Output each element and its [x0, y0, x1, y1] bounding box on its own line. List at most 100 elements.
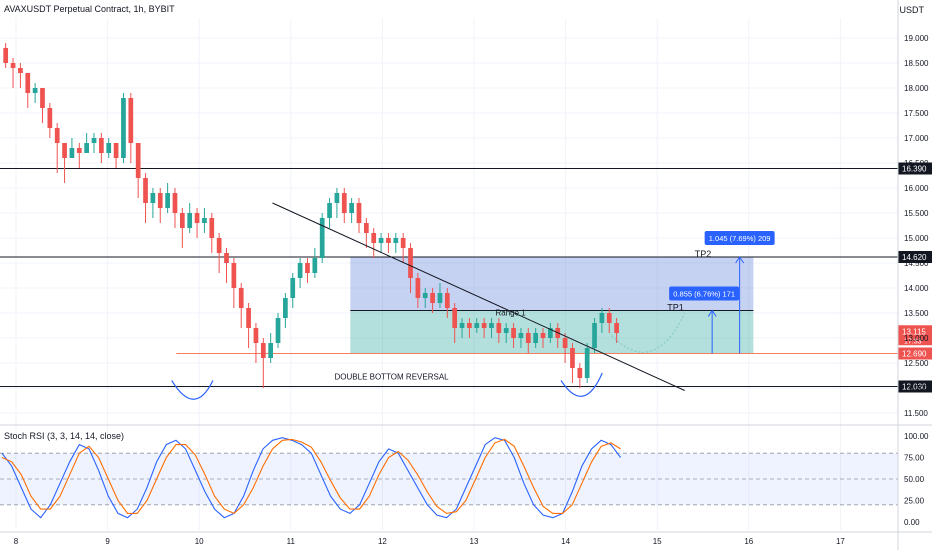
countdown-label: 17:33	[904, 338, 922, 345]
annotation-text: TP2	[695, 249, 712, 259]
candle-body	[209, 218, 215, 238]
annotations: Range 1 DOUBLE BOTTOM REVERSAL TP1 TP2 0.855…	[171, 231, 775, 400]
rsi-tick-label: 0.00	[904, 518, 920, 527]
time-tick-label: 17	[836, 537, 845, 546]
candle-body	[62, 143, 67, 158]
candle-body	[452, 308, 458, 328]
time-tick-label: 16	[744, 537, 753, 546]
candle-body	[349, 203, 354, 213]
price-tick-label: 18.000	[904, 84, 929, 93]
annotation-text: Range 1	[496, 309, 527, 318]
candle-body	[40, 88, 45, 108]
currency-label: USDT	[899, 5, 925, 15]
candle-body	[231, 263, 237, 288]
candle-body	[533, 333, 539, 343]
annotation-text: DOUBLE BOTTOM REVERSAL	[335, 373, 450, 382]
price-tick-label: 14.500	[904, 259, 929, 268]
candle-body	[570, 348, 575, 368]
candle-body	[54, 128, 60, 143]
candle-body	[562, 338, 568, 348]
candle-body	[179, 213, 185, 228]
annotation-text: TP1	[667, 303, 684, 313]
candle-body	[511, 328, 516, 338]
candle-body	[408, 248, 413, 278]
candle-body	[540, 333, 546, 338]
candle-body	[312, 258, 318, 273]
candle-body	[290, 278, 296, 298]
last-price-badge	[898, 325, 932, 346]
candle-body	[327, 203, 332, 218]
time-tick-label: 13	[470, 537, 479, 546]
candle-body	[268, 343, 274, 358]
time-tick-label: 10	[195, 537, 204, 546]
level-badge-label: 12.690	[902, 350, 927, 359]
candle-body	[459, 323, 465, 328]
rsi-tick-label: 25.00	[904, 497, 925, 506]
price-tick-label: 12.000	[904, 384, 929, 393]
target-arrowhead	[735, 256, 745, 264]
price-tick-label: 14.000	[904, 284, 929, 293]
candle-body	[283, 298, 288, 318]
price-tick-label: 15.000	[904, 234, 929, 243]
time-tick-label: 14	[561, 537, 570, 546]
trendline	[272, 202, 685, 391]
candle-body	[422, 293, 428, 298]
candle-body	[386, 238, 391, 243]
target-label: 0.855 (6.76%) 171	[673, 290, 735, 299]
candle-body	[150, 193, 156, 203]
level-badge	[898, 251, 932, 263]
trendline-group	[272, 202, 686, 391]
candle-body	[238, 288, 244, 308]
time-tick-label: 15	[653, 537, 662, 546]
indicator-title: Stoch RSI (3, 3, 14, 14, close)	[4, 431, 125, 441]
candle-body	[614, 323, 619, 333]
candle-body	[275, 318, 281, 343]
rsi-tick-label: 100.00	[904, 432, 929, 441]
candle-body	[592, 323, 597, 348]
time-tick-label: 11	[287, 537, 296, 546]
target-label-box	[704, 231, 775, 245]
rsi-d-line	[1, 438, 621, 515]
candle-body	[91, 138, 97, 143]
candle-body	[47, 108, 53, 128]
rsi-tick-label: 75.00	[904, 454, 925, 463]
levels: 16.390 14.620 12.690 12.030 13.115 17:33	[0, 162, 932, 393]
candle-body	[518, 333, 524, 338]
candle-body	[84, 143, 90, 153]
price-tick-label: 16.000	[904, 184, 929, 193]
price-tick-label: 17.500	[904, 109, 929, 118]
last-price-label: 13.115	[902, 327, 926, 336]
bottom-arc-left	[171, 380, 214, 400]
candle-body	[444, 293, 450, 308]
candle-body	[260, 343, 266, 358]
level-badge-label: 14.620	[902, 253, 927, 262]
candle-body	[400, 238, 406, 248]
candle-body	[135, 143, 141, 178]
price-tick-label: 15.500	[904, 209, 929, 218]
chart-title: AVAXUSDT Perpetual Contract, 1h, BYBIT	[4, 4, 175, 14]
candle-body	[415, 278, 421, 298]
candle-body	[503, 328, 509, 333]
candle-body	[496, 323, 502, 333]
candle-body	[481, 323, 487, 328]
price-tick-label: 13.000	[904, 334, 929, 343]
candle-body	[99, 138, 104, 153]
candle-body	[577, 368, 583, 378]
target-arrowhead	[707, 309, 717, 317]
level-badge-label: 16.390	[902, 165, 927, 174]
candle-body	[599, 313, 605, 323]
candle-body	[3, 48, 9, 63]
candle-body	[18, 68, 23, 73]
candle-body	[202, 218, 207, 223]
candle-body	[474, 323, 480, 328]
price-tick-label: 13.500	[904, 309, 929, 318]
candle-body	[224, 253, 229, 263]
grid	[0, 18, 898, 530]
candle-body	[584, 348, 590, 378]
candle-body	[371, 233, 377, 243]
candles	[3, 43, 619, 388]
candle-body	[69, 148, 75, 158]
candle-body	[334, 193, 340, 203]
